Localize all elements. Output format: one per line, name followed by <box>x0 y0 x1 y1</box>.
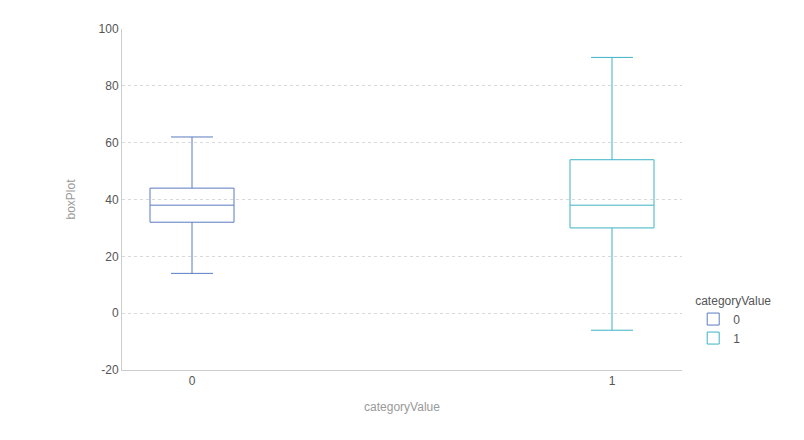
svg-text:boxPlot: boxPlot <box>64 179 78 220</box>
svg-text:0: 0 <box>733 313 740 327</box>
svg-text:0: 0 <box>112 306 119 320</box>
svg-text:20: 20 <box>105 250 119 264</box>
svg-text:1: 1 <box>733 332 740 346</box>
svg-text:100: 100 <box>99 22 119 36</box>
svg-text:60: 60 <box>105 136 119 150</box>
svg-text:1: 1 <box>609 374 616 388</box>
svg-text:80: 80 <box>105 79 119 93</box>
svg-text:-20: -20 <box>101 363 119 377</box>
svg-text:categoryValue: categoryValue <box>364 400 440 414</box>
svg-text:categoryValue: categoryValue <box>695 294 771 308</box>
svg-text:40: 40 <box>105 193 119 207</box>
svg-text:0: 0 <box>189 374 196 388</box>
